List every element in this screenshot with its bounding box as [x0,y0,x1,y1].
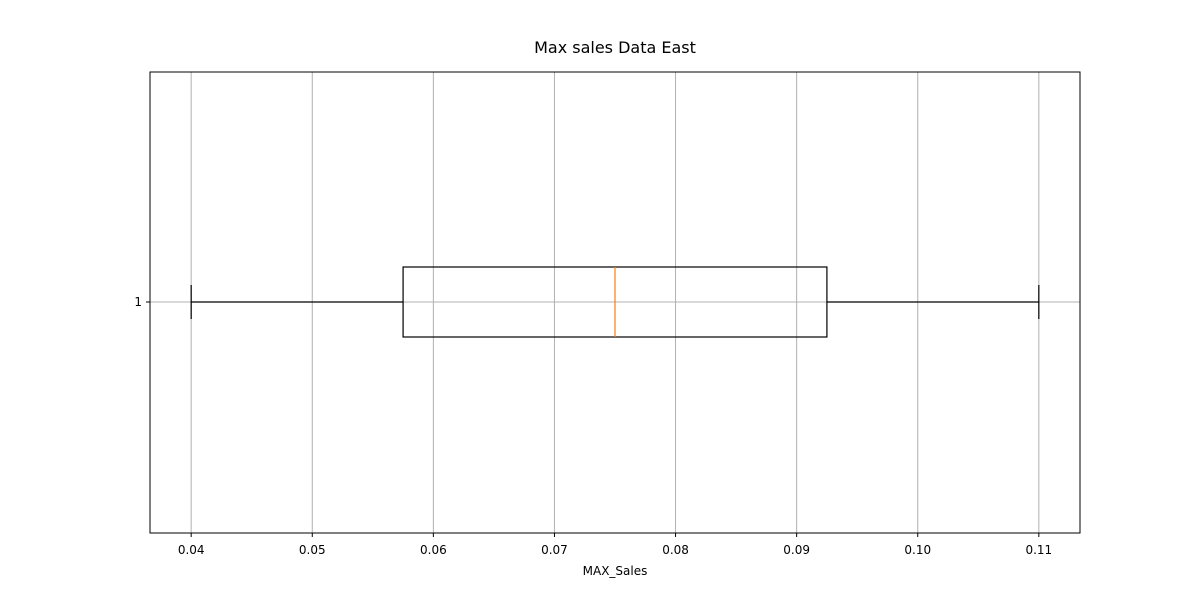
box-marks [190,266,1040,338]
x-tick-label: 0.06 [420,543,447,557]
x-axis-ticks: 0.04 0.05 0.06 0.07 0.08 0.09 0.10 0.11 [178,533,1052,557]
x-tick-label: 0.07 [541,543,568,557]
x-tick-label: 0.11 [1025,543,1052,557]
x-tick-label: 0.10 [904,543,931,557]
chart-title: Max sales Data East [534,38,696,57]
y-tick-label: 1 [134,295,142,309]
x-tick-label: 0.04 [178,543,205,557]
x-axis-label: MAX_Sales [583,564,648,578]
y-axis-ticks: 1 [134,295,150,309]
x-tick-label: 0.09 [783,543,810,557]
x-tick-label: 0.08 [662,543,689,557]
x-tick-label: 0.05 [299,543,326,557]
